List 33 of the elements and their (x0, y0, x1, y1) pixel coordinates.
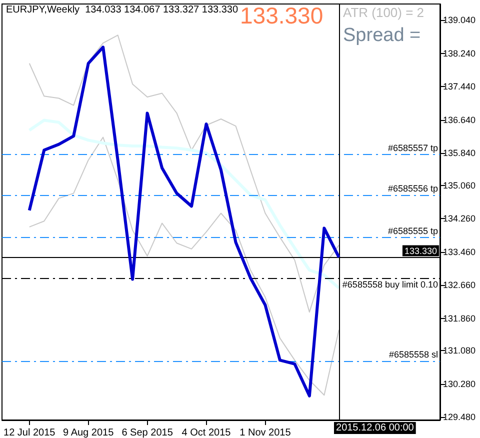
y-tick-label: 135.060 (443, 180, 476, 190)
chart-title: EURJPY,Weekly 134.033 134.067 133.327 133.330 (6, 4, 238, 16)
y-tick-label: 133.460 (443, 246, 476, 257)
y-tick-label: 129.480 (443, 412, 476, 422)
annotation: Spread = (343, 25, 421, 46)
ref-line-label: #6585558 sl (388, 350, 438, 360)
y-tick-label: 135.840 (443, 148, 476, 158)
y-tick-label: 138.240 (443, 48, 476, 58)
line-series (28, 34, 340, 313)
ref-line-label: #6585557 tp (388, 142, 438, 153)
ref-line-label: #6585556 tp (388, 183, 438, 194)
x-tick-label: 6 Sep 2015 (122, 428, 174, 438)
annotation: ATR (100) = 2 (343, 5, 424, 20)
y-tick-label: 131.080 (443, 346, 476, 356)
y-tick-label: 139.040 (443, 15, 476, 26)
y-tick-label: 134.260 (443, 214, 476, 224)
x-tick-label: 1 Nov 2015 (240, 428, 292, 438)
ref-line-label: 133.330 (404, 246, 437, 256)
y-tick-label: 136.640 (443, 114, 476, 125)
ref-line-label: #6585555 tp (388, 226, 438, 236)
ref-line-label: 2015.12.06 00:00 (336, 422, 414, 434)
line-series (28, 136, 340, 396)
y-tick-label: 137.440 (443, 82, 476, 92)
x-tick-label: 12 Jul 2015 (4, 428, 56, 438)
ref-line-label: #6585558 buy limit 0.10 (342, 280, 438, 290)
line-series (28, 46, 340, 398)
y-tick-label: 132.660 (443, 280, 476, 290)
x-tick-label: 4 Oct 2015 (182, 428, 232, 438)
y-tick-label: 130.280 (443, 378, 476, 389)
line-series (28, 118, 340, 290)
y-tick-label: 131.860 (443, 313, 476, 324)
annotation: 133.330 (240, 2, 324, 28)
x-tick-label: 9 Aug 2015 (63, 428, 114, 438)
